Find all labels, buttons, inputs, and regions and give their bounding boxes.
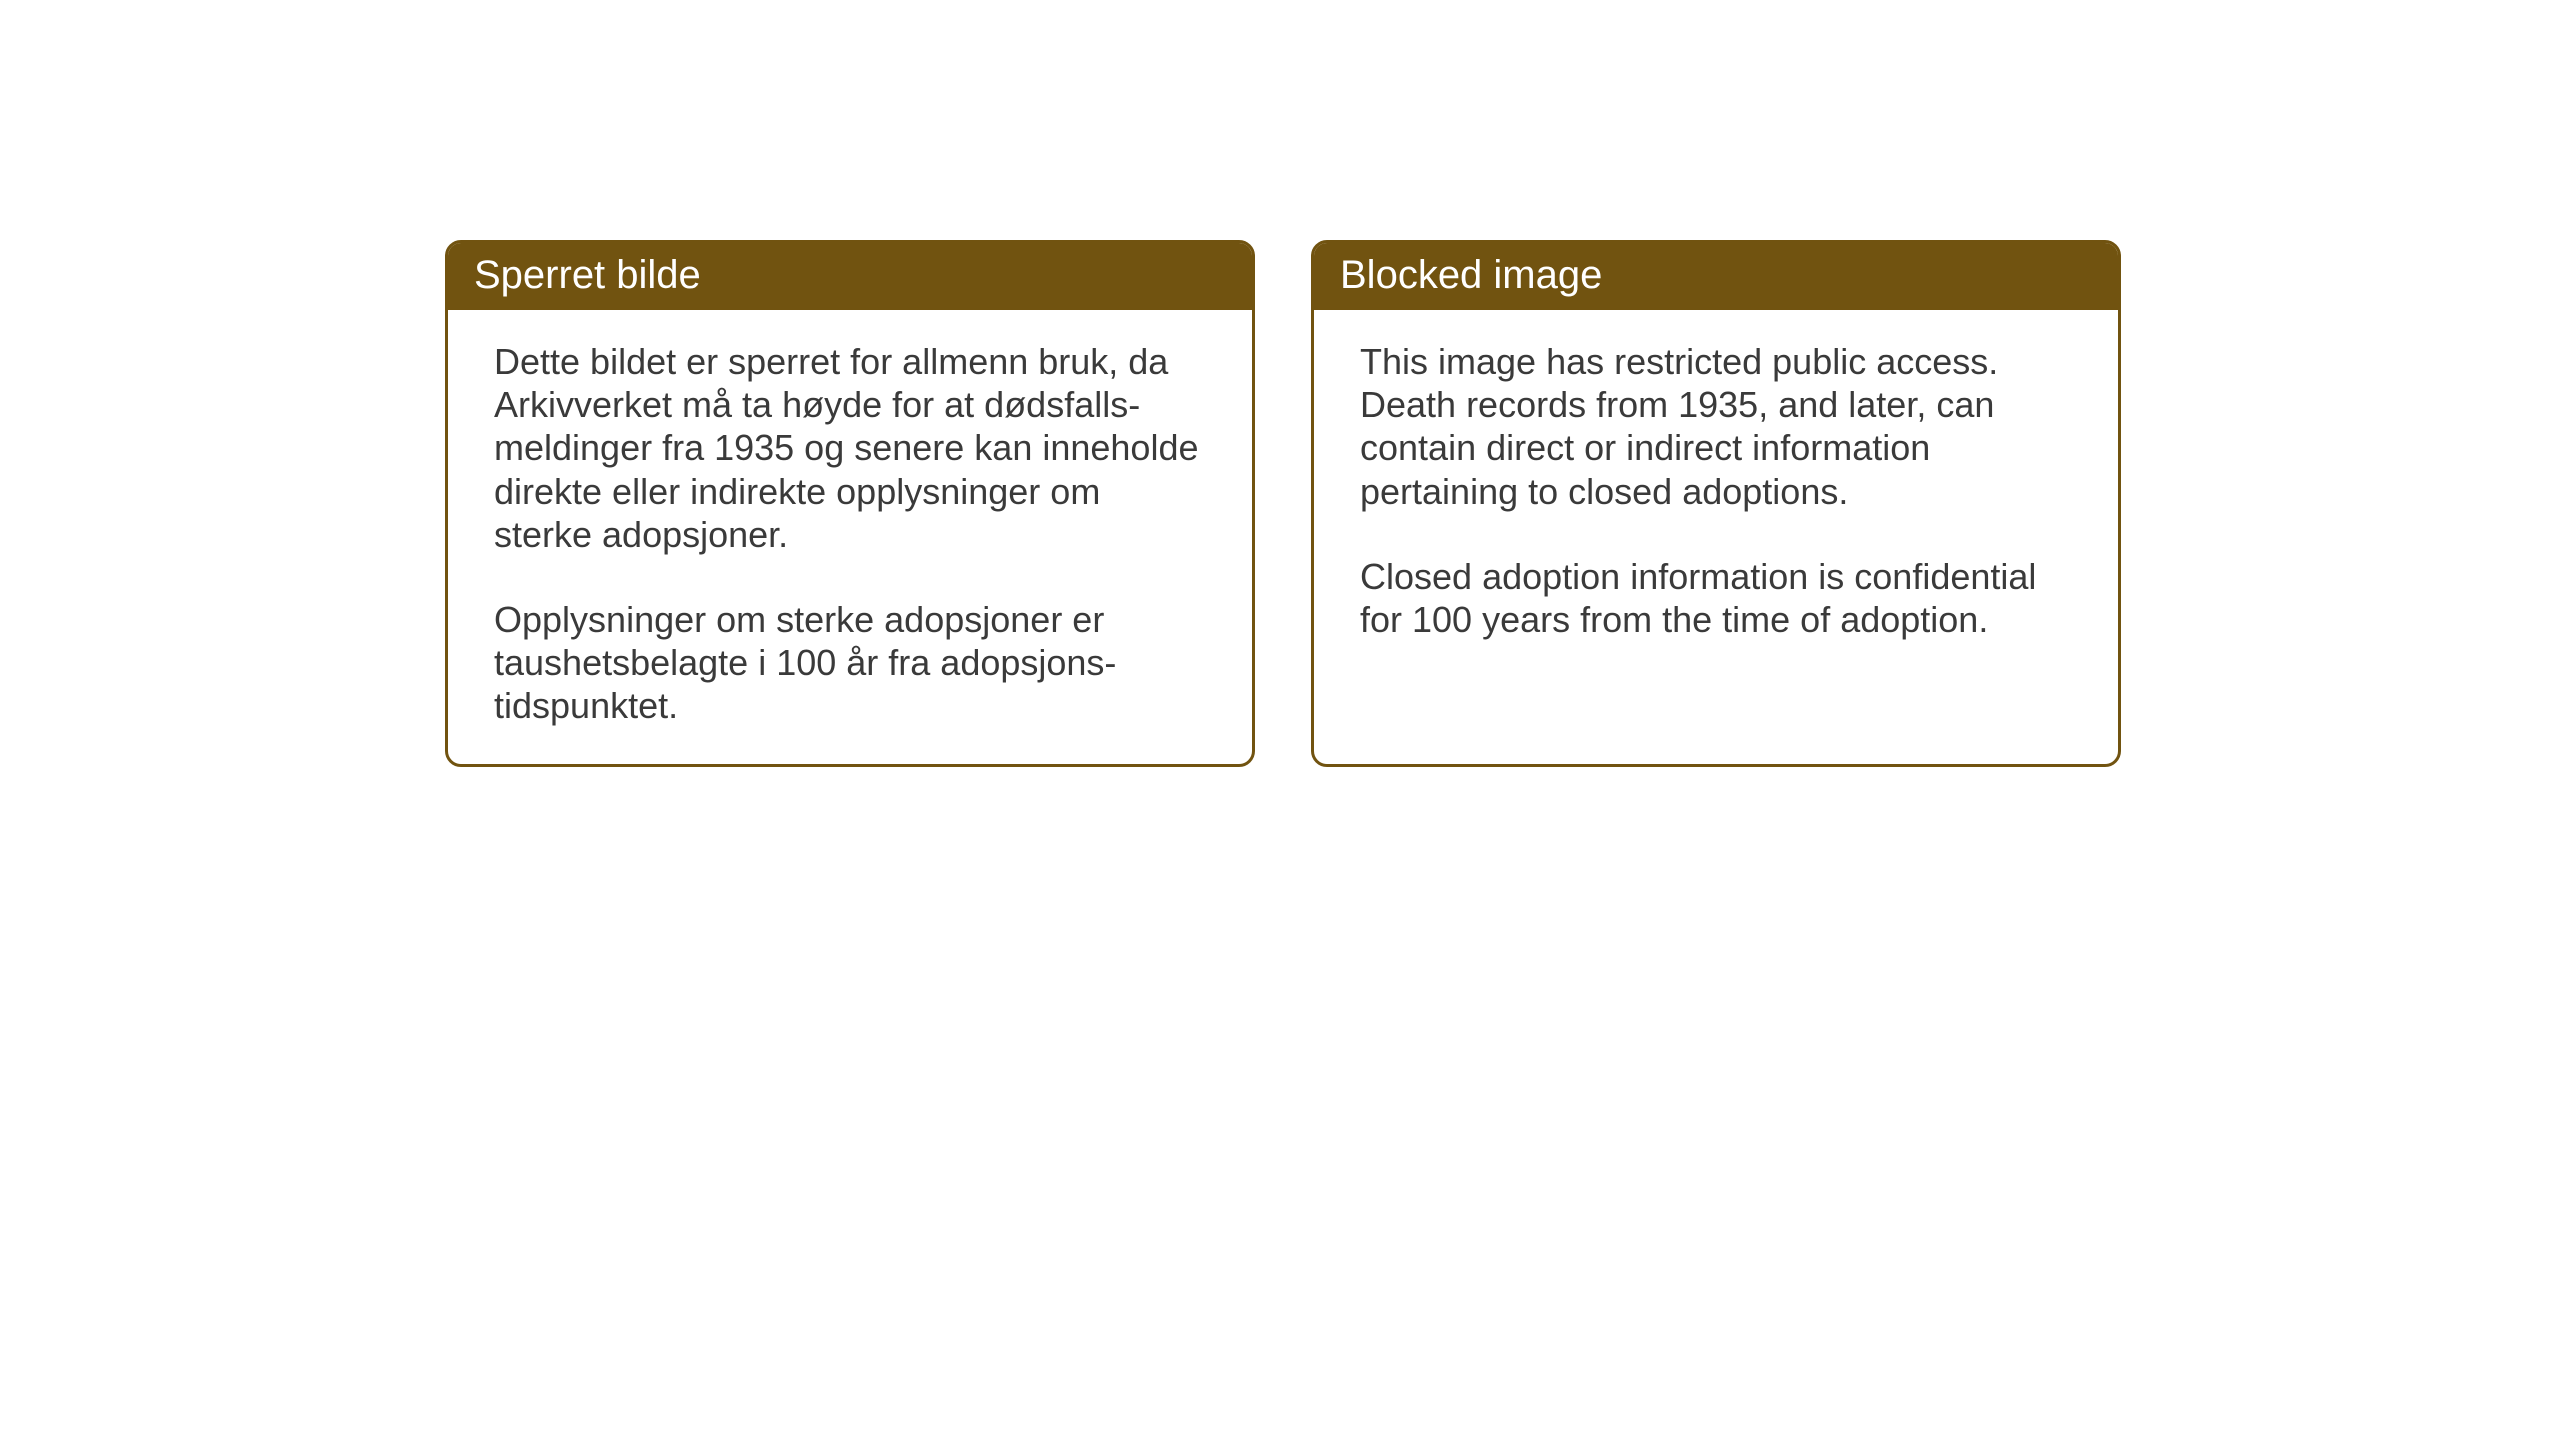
notice-body-norwegian: Dette bildet er sperret for allmenn bruk… xyxy=(448,310,1252,764)
notice-paragraph: Opplysninger om sterke adopsjoner er tau… xyxy=(494,598,1206,728)
notice-header-norwegian: Sperret bilde xyxy=(448,243,1252,310)
notice-header-english: Blocked image xyxy=(1314,243,2118,310)
notice-box-english: Blocked image This image has restricted … xyxy=(1311,240,2121,767)
notice-paragraph: Dette bildet er sperret for allmenn bruk… xyxy=(494,340,1206,556)
notice-paragraph: This image has restricted public access.… xyxy=(1360,340,2072,513)
notice-container: Sperret bilde Dette bildet er sperret fo… xyxy=(0,0,2560,767)
notice-paragraph: Closed adoption information is confident… xyxy=(1360,555,2072,641)
notice-box-norwegian: Sperret bilde Dette bildet er sperret fo… xyxy=(445,240,1255,767)
notice-body-english: This image has restricted public access.… xyxy=(1314,310,2118,750)
